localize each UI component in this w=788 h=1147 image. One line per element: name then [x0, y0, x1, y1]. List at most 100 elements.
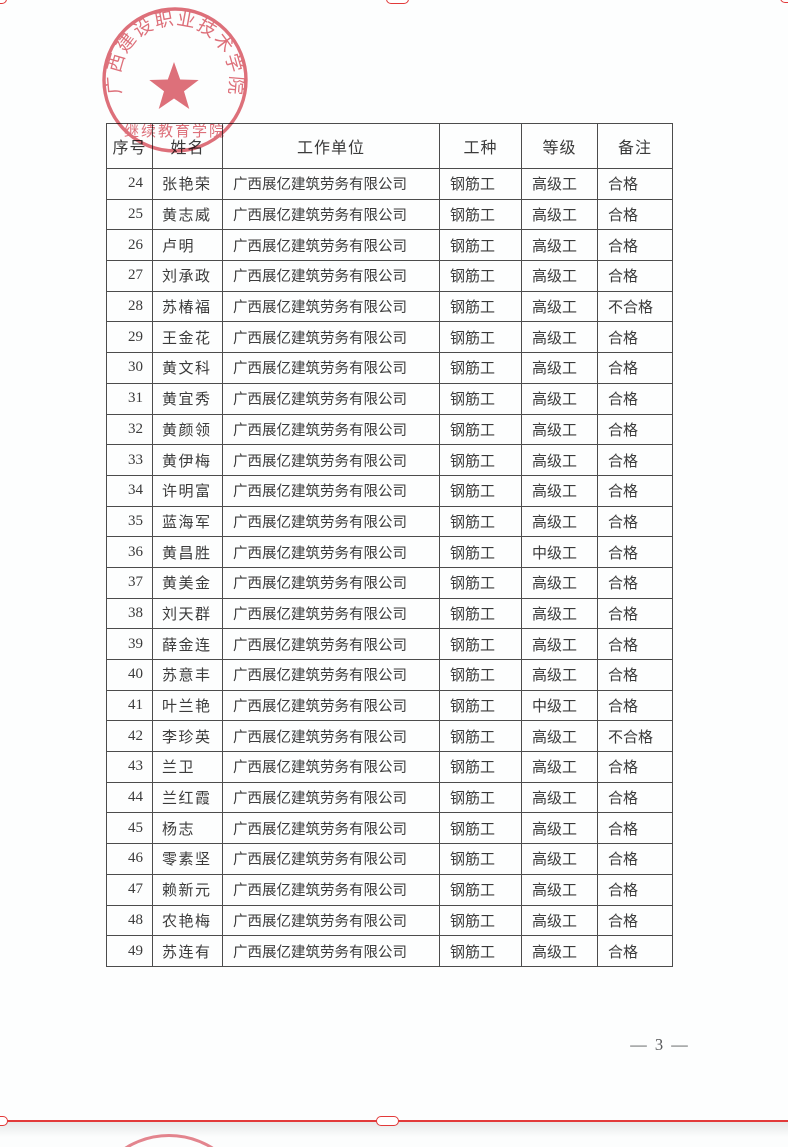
cell-remark: 合格: [597, 566, 673, 599]
cell-trade: 钢筋工: [439, 566, 522, 599]
cell-level: 高级工: [521, 229, 598, 262]
column-header-employer: 工作单位: [222, 123, 440, 169]
page-gap: [0, 1122, 788, 1147]
cell-trade: 钢筋工: [439, 198, 522, 231]
cell-trade: 钢筋工: [439, 659, 522, 691]
cell-index: 45: [106, 812, 153, 845]
cell-remark: 合格: [597, 382, 673, 415]
cell-index: 37: [106, 566, 153, 599]
cell-employer: 广西展亿建筑劳务有限公司: [222, 505, 440, 538]
table-row: 33 黄伊梅 广西展亿建筑劳务有限公司 钢筋工 高级工 合格: [106, 444, 673, 476]
cell-trade: 钢筋工: [439, 628, 522, 660]
cell-employer: 广西展亿建筑劳务有限公司: [222, 812, 440, 845]
cell-remark: 合格: [597, 413, 673, 446]
cell-level: 高级工: [521, 413, 598, 446]
column-header-remark: 备注: [597, 123, 673, 169]
cell-name: 李珍英: [152, 720, 223, 753]
cell-remark: 合格: [597, 597, 673, 630]
cell-trade: 钢筋工: [439, 873, 522, 906]
cell-level: 高级工: [521, 812, 598, 845]
cell-name: 黄宜秀: [152, 382, 223, 415]
cell-index: 44: [106, 781, 153, 814]
table-row: 37 黄美金 广西展亿建筑劳务有限公司 钢筋工 高级工 合格: [106, 566, 673, 599]
cell-name: 王金花: [152, 321, 223, 354]
cell-remark: 不合格: [597, 720, 673, 753]
cell-employer: 广西展亿建筑劳务有限公司: [222, 168, 440, 200]
cell-level: 高级工: [521, 597, 598, 630]
cell-level: 高级工: [521, 566, 598, 599]
cell-level: 高级工: [521, 843, 598, 875]
cell-trade: 钢筋工: [439, 689, 522, 722]
cell-index: 39: [106, 628, 153, 660]
cell-level: 高级工: [521, 260, 598, 292]
cell-level: 高级工: [521, 444, 598, 476]
cell-remark: 合格: [597, 781, 673, 814]
cell-index: 34: [106, 474, 153, 507]
cell-index: 43: [106, 751, 153, 783]
cell-trade: 钢筋工: [439, 505, 522, 538]
resize-handle-top-left[interactable]: [0, 0, 7, 4]
table-row: 31 黄宜秀 广西展亿建筑劳务有限公司 钢筋工 高级工 合格: [106, 382, 673, 415]
cell-index: 24: [106, 168, 153, 200]
cell-level: 高级工: [521, 474, 598, 507]
cell-employer: 广西展亿建筑劳务有限公司: [222, 781, 440, 814]
cell-remark: 合格: [597, 689, 673, 722]
cell-level: 高级工: [521, 935, 598, 967]
cell-trade: 钢筋工: [439, 597, 522, 630]
table-row: 34 许明富 广西展亿建筑劳务有限公司 钢筋工 高级工 合格: [106, 474, 673, 507]
cell-index: 46: [106, 843, 153, 875]
column-header-name: 姓名: [152, 123, 223, 169]
table-row: 44 兰红霞 广西展亿建筑劳务有限公司 钢筋工 高级工 合格: [106, 781, 673, 814]
cell-trade: 钢筋工: [439, 352, 522, 384]
resize-handle-top-right[interactable]: [780, 0, 788, 3]
cell-remark: 合格: [597, 843, 673, 875]
table-row: 35 蓝海军 广西展亿建筑劳务有限公司 钢筋工 高级工 合格: [106, 505, 673, 538]
cell-employer: 广西展亿建筑劳务有限公司: [222, 474, 440, 507]
cell-employer: 广西展亿建筑劳务有限公司: [222, 536, 440, 568]
resize-handle-top-center[interactable]: [386, 0, 409, 4]
resize-handle-bottom-left[interactable]: [0, 1115, 8, 1126]
page-number: — 3 —: [630, 1035, 690, 1054]
cell-level: 高级工: [521, 198, 598, 231]
cell-employer: 广西展亿建筑劳务有限公司: [222, 444, 440, 476]
cell-remark: 合格: [597, 659, 673, 691]
cell-name: 零素坚: [152, 843, 223, 875]
table-row: 30 黄文科 广西展亿建筑劳务有限公司 钢筋工 高级工 合格: [106, 352, 673, 384]
column-header-trade: 工种: [439, 123, 522, 169]
cell-employer: 广西展亿建筑劳务有限公司: [222, 659, 440, 691]
cell-name: 黄伊梅: [152, 444, 223, 476]
cell-index: 36: [106, 536, 153, 568]
cell-index: 48: [106, 904, 153, 937]
cell-index: 26: [106, 229, 153, 262]
cell-index: 31: [106, 382, 153, 415]
cell-level: 高级工: [521, 873, 598, 906]
cell-level: 高级工: [521, 352, 598, 384]
table-row: 47 赖新元 广西展亿建筑劳务有限公司 钢筋工 高级工 合格: [106, 873, 673, 906]
column-header-level: 等级: [521, 123, 598, 169]
cell-employer: 广西展亿建筑劳务有限公司: [222, 413, 440, 446]
cell-name: 黄志威: [152, 198, 223, 231]
table-row: 26 卢明 广西展亿建筑劳务有限公司 钢筋工 高级工 合格: [106, 229, 673, 262]
cell-trade: 钢筋工: [439, 382, 522, 415]
seal-star-icon: [149, 62, 199, 109]
table-row: 29 王金花 广西展亿建筑劳务有限公司 钢筋工 高级工 合格: [106, 321, 673, 354]
cell-index: 49: [106, 935, 153, 967]
cell-level: 高级工: [521, 628, 598, 660]
seal-arc-textpath: 广西建设职业技术学院: [103, 9, 246, 96]
cell-employer: 广西展亿建筑劳务有限公司: [222, 751, 440, 783]
cell-level: 高级工: [521, 720, 598, 753]
table-row: 32 黄颜领 广西展亿建筑劳务有限公司 钢筋工 高级工 合格: [106, 413, 673, 446]
table-row: 27 刘承政 广西展亿建筑劳务有限公司 钢筋工 高级工 合格: [106, 260, 673, 292]
cell-employer: 广西展亿建筑劳务有限公司: [222, 873, 440, 906]
cell-trade: 钢筋工: [439, 229, 522, 262]
cell-remark: 合格: [597, 444, 673, 476]
cell-trade: 钢筋工: [439, 904, 522, 937]
cell-index: 30: [106, 352, 153, 384]
cell-remark: 合格: [597, 935, 673, 967]
cell-trade: 钢筋工: [439, 843, 522, 875]
cell-name: 黄文科: [152, 352, 223, 384]
table-row: 45 杨志 广西展亿建筑劳务有限公司 钢筋工 高级工 合格: [106, 812, 673, 845]
cell-level: 高级工: [521, 781, 598, 814]
resize-handle-bottom-center[interactable]: [376, 1115, 399, 1126]
table-row: 48 农艳梅 广西展亿建筑劳务有限公司 钢筋工 高级工 合格: [106, 904, 673, 937]
